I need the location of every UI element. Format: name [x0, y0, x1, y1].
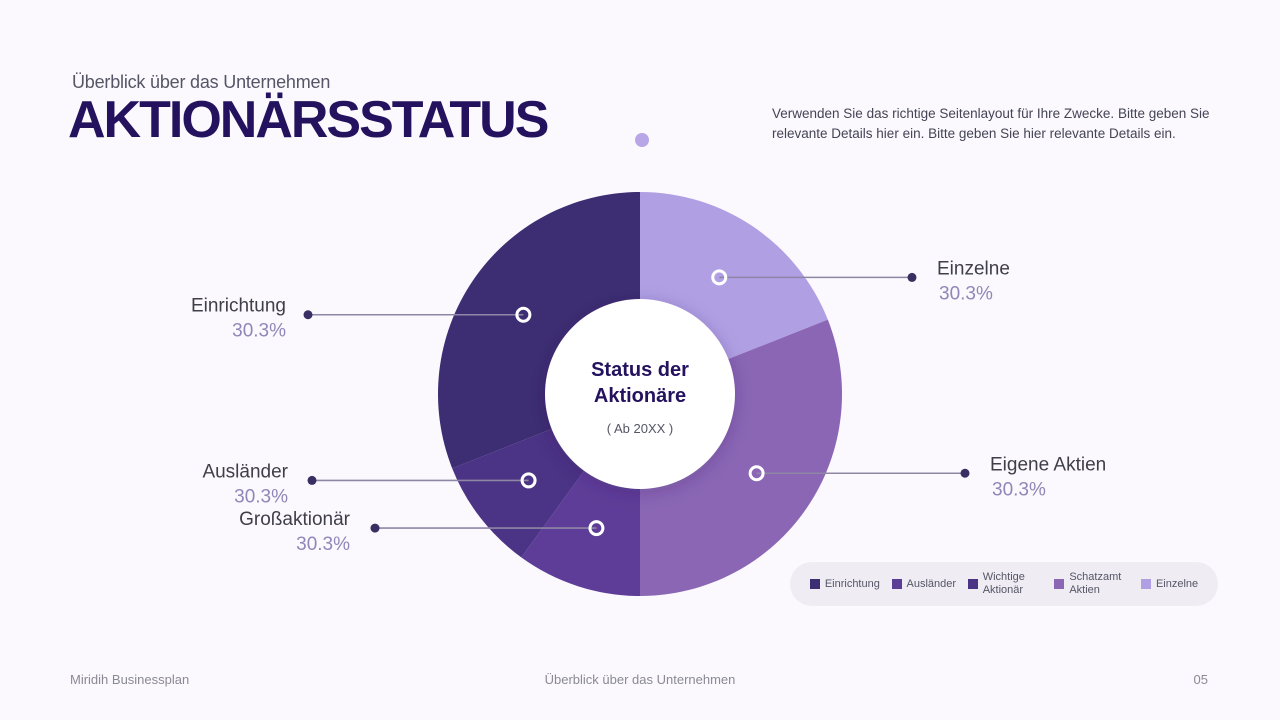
chart-center-hole [545, 299, 735, 489]
legend-swatch [1140, 579, 1151, 589]
legend-label: Einrichtung [824, 577, 880, 590]
slice-value-label-4: 30.3% [232, 321, 286, 342]
connector-end-dot-4 [303, 310, 313, 320]
legend-swatch [1054, 579, 1065, 589]
legend-label: Wichtige Aktionär [982, 571, 1025, 596]
decorative-dot [635, 133, 649, 147]
slice-marker-2 [588, 520, 605, 537]
slice-value-label-1: 30.3% [992, 479, 1046, 500]
legend-item-wichtige-aktionaer: Wichtige Aktionär [967, 571, 1043, 597]
slice-label-3: Ausländer [202, 461, 288, 482]
chart-connectors [303, 269, 970, 537]
slice-label-4: Einrichtung [191, 296, 286, 317]
center-title-line1: Status der [591, 359, 689, 381]
legend-label: Ausländer [906, 577, 957, 590]
description-text: Verwenden Sie das richtige Seitenlayout … [772, 106, 1210, 141]
slice-marker-3 [520, 472, 537, 489]
slice-value-label-2: 30.3% [296, 534, 350, 555]
connector-end-dot-3 [307, 475, 317, 485]
legend-item-schatzamt-aktien: Schatzamt Aktien [1054, 571, 1129, 597]
chart-legend: Einrichtung Ausländer Wichtige Aktionär … [790, 562, 1218, 606]
legend-label: Einzelne [1155, 577, 1199, 590]
slice-marker-1 [748, 465, 765, 482]
center-title-line2: Aktionäre [594, 385, 686, 407]
slice-label-1: Eigene Aktien [990, 454, 1106, 475]
legend-swatch [809, 579, 820, 589]
legend-swatch [891, 579, 902, 589]
connector-end-dot-0 [907, 272, 917, 282]
page-subtitle: Überblick über das Unternehmen [72, 72, 331, 92]
slice-value-label-0: 30.3% [939, 283, 993, 304]
slice-marker-0 [711, 269, 728, 286]
legend-item-auslaender: Ausländer [891, 577, 957, 591]
footer-section: Überblick über das Unternehmen [544, 672, 736, 687]
page-title: AKTIONÄRSSTATUS [68, 91, 549, 149]
connector-end-dot-1 [960, 468, 970, 478]
legend-label: Schatzamt Aktien [1069, 571, 1122, 596]
slice-label-0: Einzelne [937, 258, 1010, 279]
slice-label-2: Großaktionär [239, 509, 351, 530]
connector-end-dot-2 [370, 523, 380, 533]
slice-marker-4 [515, 306, 532, 323]
legend-item-einzelne: Einzelne [1140, 577, 1199, 591]
footer-brand: Miridih Businessplan [70, 672, 190, 687]
slice-value-label-3: 30.3% [234, 486, 288, 507]
legend-item-einrichtung: Einrichtung [809, 577, 880, 591]
footer-page-number: 05 [1193, 672, 1208, 687]
center-subtitle: ( Ab 20XX ) [607, 421, 673, 436]
legend-swatch [967, 579, 978, 589]
